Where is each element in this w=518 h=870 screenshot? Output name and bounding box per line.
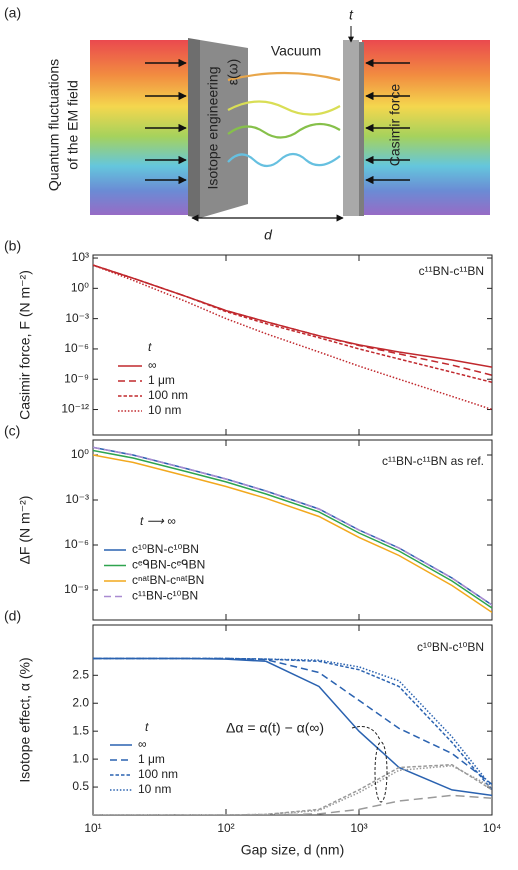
x-tick-label: 10¹ xyxy=(84,821,101,835)
waves xyxy=(227,71,341,168)
schematic: (a) Quantum fluctuations of the EM xyxy=(4,5,490,243)
annotation: c¹¹BN-c¹¹BN xyxy=(419,264,484,278)
wave xyxy=(227,152,341,168)
legend-label: 1 μm xyxy=(138,752,165,766)
left-label: Quantum fluctuations xyxy=(46,59,62,191)
x-tick-label: 10³ xyxy=(350,821,367,835)
legend-label: 10 nm xyxy=(138,782,171,796)
x-tick-label: 10² xyxy=(217,821,234,835)
gap-label: d xyxy=(264,227,273,243)
force-label: Casimir force xyxy=(387,84,403,167)
legend-label: c¹⁰BN-c¹⁰BN xyxy=(132,542,199,556)
y-tick-label: 2.5 xyxy=(72,667,89,681)
y-tick-label: 10⁻³ xyxy=(65,492,89,506)
y-tick-label: 2.0 xyxy=(72,695,89,709)
y-axis-label: ΔF (N m⁻²) xyxy=(17,496,33,565)
annotation: c¹¹BN-c¹¹BN as ref. xyxy=(382,454,484,468)
wave xyxy=(227,122,341,139)
left-label: of the EM field xyxy=(65,80,81,170)
series-line xyxy=(93,264,492,376)
y-tick-label: 10⁻³ xyxy=(65,311,89,325)
legend-label: 10 nm xyxy=(148,403,181,417)
epsilon-label: ε(ω) xyxy=(225,59,241,86)
series-line xyxy=(93,264,492,368)
plate-label: Isotope engineering xyxy=(205,67,221,190)
legend-label: c¹¹BN-c¹⁰BN xyxy=(132,589,198,603)
x-tick-label: 10⁴ xyxy=(483,821,502,835)
formula-arrow xyxy=(351,726,381,741)
formula: Δα = α(t) − α(∞) xyxy=(226,720,324,736)
right-plate-side xyxy=(359,42,364,216)
panel-label: (c) xyxy=(4,423,20,439)
y-tick-label: 10⁻⁹ xyxy=(64,582,89,596)
left-plate xyxy=(200,40,248,218)
y-axis-label: Casimir force, F (N m⁻²) xyxy=(17,270,33,420)
y-tick-label: 10⁻⁶ xyxy=(64,537,89,551)
y-tick-label: 10⁰ xyxy=(71,447,89,461)
legend-title: t xyxy=(148,340,152,354)
legend-label: cⁿᵃᵗBN-cⁿᵃᵗBN xyxy=(132,573,204,587)
annotation: c¹⁰BN-c¹⁰BN xyxy=(417,640,484,654)
y-axis-label: Isotope effect, α (%) xyxy=(17,657,33,782)
series-line xyxy=(93,264,492,384)
y-tick-label: 1.5 xyxy=(72,723,89,737)
series-line xyxy=(93,446,492,606)
plot-frame xyxy=(92,439,493,621)
legend-label: ∞ xyxy=(138,737,147,751)
y-tick-label: 10³ xyxy=(72,250,89,264)
series-line xyxy=(93,794,492,815)
legend-label: 100 nm xyxy=(138,767,178,781)
formula-ellipse xyxy=(374,741,388,803)
series-line xyxy=(93,454,492,614)
panel-label: (b) xyxy=(4,238,21,254)
legend-label: ∞ xyxy=(148,358,157,372)
wave xyxy=(227,71,341,82)
panel-label: (a) xyxy=(4,5,21,21)
y-tick-label: 1.0 xyxy=(72,751,89,765)
panel-label: (d) xyxy=(4,608,21,624)
right-plate xyxy=(343,40,359,216)
series-line xyxy=(93,657,492,788)
wave xyxy=(227,100,341,116)
legend-label: 1 μm xyxy=(148,373,175,387)
plate-side xyxy=(188,38,200,218)
y-tick-label: 10⁻⁹ xyxy=(64,371,89,385)
x-axis-label: Gap size, d (nm) xyxy=(241,842,344,858)
vacuum-label: Vacuum xyxy=(271,43,321,59)
legend-title: t xyxy=(145,720,149,734)
legend-title: t ⟶ ∞ xyxy=(140,514,176,528)
y-tick-label: 10⁻¹² xyxy=(61,402,89,416)
y-tick-label: 0.5 xyxy=(72,779,89,793)
y-tick-label: 10⁰ xyxy=(71,281,89,295)
series-line xyxy=(93,763,492,815)
legend-label: 100 nm xyxy=(148,388,188,402)
force-arrows xyxy=(145,58,410,185)
legend-label: cᵉᑫBN-cᵉᑫBN xyxy=(132,558,205,572)
thickness-label: t xyxy=(349,7,354,23)
plot-frame xyxy=(92,254,493,436)
series-line xyxy=(93,449,492,609)
series-line xyxy=(93,264,492,411)
y-tick-label: 10⁻⁶ xyxy=(64,341,89,355)
